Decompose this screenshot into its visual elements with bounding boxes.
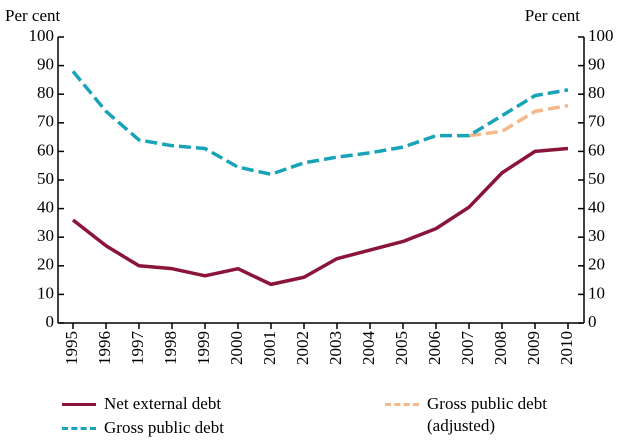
series-line [468, 103, 569, 138]
y2-tick-label: 0 [588, 312, 597, 331]
y-tick-label: 0 [46, 312, 55, 331]
x-tick-label: 2006 [425, 331, 444, 365]
legend-label: Gross public debt [104, 418, 224, 437]
x-tick-label: 2010 [557, 331, 576, 365]
y2-tick-label: 70 [588, 112, 605, 131]
y2-axis-label: Per cent [525, 6, 581, 25]
y-tick-label: 50 [37, 169, 54, 188]
y-tick-label: 60 [37, 140, 54, 159]
x-tick-label: 2000 [227, 331, 246, 365]
legend-label: Net external debt [104, 394, 222, 413]
y-tick-label: 80 [37, 83, 54, 102]
x-tick-label: 2003 [326, 331, 345, 365]
x-tick-label: 1996 [95, 331, 114, 365]
x-tick-label: 2001 [260, 331, 279, 365]
legend-swatch [62, 403, 96, 406]
y-axis-label: Per cent [5, 6, 61, 25]
y2-tick-label: 60 [588, 140, 605, 159]
legend-swatch [62, 427, 96, 430]
y-tick-label: 30 [37, 226, 54, 245]
series-line [71, 146, 569, 287]
x-tick-label: 2007 [458, 331, 477, 366]
y-tick-label: 100 [29, 26, 55, 45]
y-tick-label: 10 [37, 283, 54, 302]
y2-tick-label: 10 [588, 283, 605, 302]
y-tick-label: 90 [37, 55, 54, 74]
x-tick-label: 1997 [128, 331, 147, 366]
y2-tick-label: 100 [588, 26, 614, 45]
y2-tick-label: 90 [588, 55, 605, 74]
y2-tick-label: 40 [588, 198, 605, 217]
y-tick-label: 20 [37, 255, 54, 274]
y2-tick-label: 80 [588, 83, 605, 102]
legend-label: Gross public debt (adjusted) [427, 394, 547, 435]
x-tick-label: 2002 [293, 331, 312, 365]
x-tick-label: 2009 [524, 331, 543, 365]
y-tick-label: 40 [37, 198, 54, 217]
x-tick-label: 1999 [194, 331, 213, 365]
series-line [71, 70, 569, 177]
y-tick-label: 70 [37, 112, 54, 131]
x-tick-label: 2004 [359, 331, 378, 366]
x-tick-label: 1995 [62, 331, 81, 365]
legend-swatch [385, 403, 419, 406]
y2-tick-label: 20 [588, 255, 605, 274]
x-tick-label: 2008 [491, 331, 510, 365]
x-tick-label: 1998 [161, 331, 180, 365]
x-tick-label: 2005 [392, 331, 411, 365]
y2-tick-label: 30 [588, 226, 605, 245]
y2-tick-label: 50 [588, 169, 605, 188]
